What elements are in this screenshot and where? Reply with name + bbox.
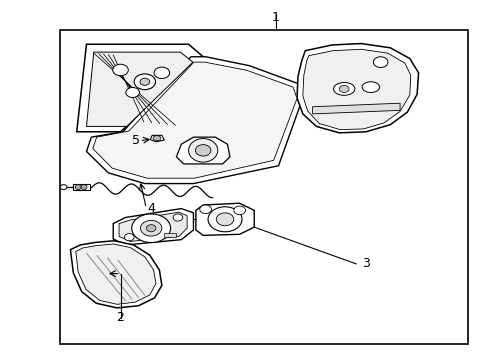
Text: 2: 2	[116, 311, 124, 324]
Text: 5: 5	[132, 134, 140, 147]
Polygon shape	[302, 49, 410, 130]
Polygon shape	[73, 184, 90, 190]
Ellipse shape	[140, 220, 162, 236]
Polygon shape	[296, 44, 418, 133]
Ellipse shape	[125, 87, 139, 98]
Polygon shape	[77, 44, 203, 132]
Polygon shape	[113, 208, 193, 245]
Ellipse shape	[113, 64, 128, 76]
Polygon shape	[196, 203, 254, 235]
Polygon shape	[176, 137, 229, 164]
Ellipse shape	[372, 57, 387, 67]
Ellipse shape	[153, 136, 161, 141]
Ellipse shape	[154, 67, 169, 78]
Polygon shape	[119, 212, 187, 242]
Ellipse shape	[134, 74, 155, 90]
Polygon shape	[76, 244, 156, 304]
Text: 4: 4	[147, 202, 155, 215]
Ellipse shape	[81, 185, 87, 190]
Ellipse shape	[60, 185, 67, 190]
Polygon shape	[93, 62, 296, 178]
Polygon shape	[312, 103, 399, 114]
Ellipse shape	[362, 82, 379, 93]
Polygon shape	[70, 241, 162, 308]
Ellipse shape	[216, 213, 233, 226]
Ellipse shape	[124, 234, 134, 241]
Ellipse shape	[207, 207, 242, 232]
Ellipse shape	[173, 214, 183, 221]
Ellipse shape	[188, 139, 217, 162]
Ellipse shape	[131, 214, 170, 243]
Ellipse shape	[200, 205, 211, 213]
Ellipse shape	[75, 185, 81, 190]
Polygon shape	[164, 233, 176, 237]
Ellipse shape	[339, 85, 348, 93]
Polygon shape	[86, 57, 302, 184]
Ellipse shape	[195, 145, 210, 156]
Ellipse shape	[233, 206, 245, 215]
Ellipse shape	[140, 78, 149, 85]
Text: 1: 1	[272, 11, 280, 24]
Bar	[60, 30, 467, 344]
Ellipse shape	[146, 225, 156, 232]
Polygon shape	[86, 52, 193, 126]
Ellipse shape	[333, 82, 354, 95]
Text: 3: 3	[362, 257, 369, 270]
Polygon shape	[150, 135, 164, 142]
